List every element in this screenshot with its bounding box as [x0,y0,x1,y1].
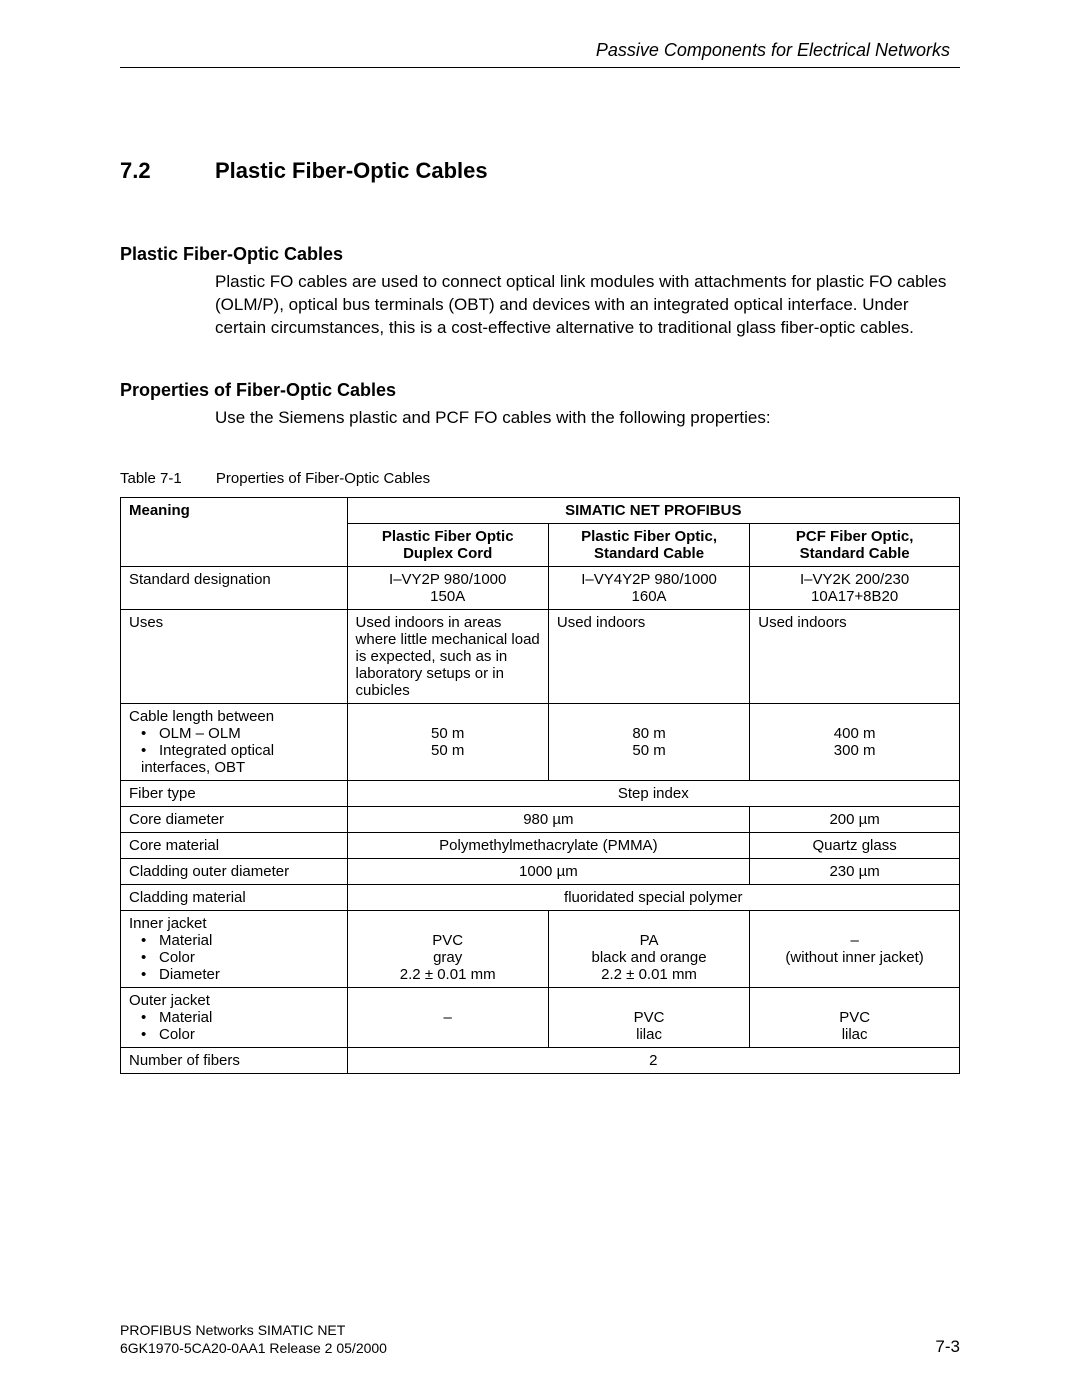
cell: 980 µm [347,806,750,832]
th-group: SIMATIC NET PROFIBUS [347,497,959,523]
cell: – [347,987,548,1047]
table-caption: Table 7-1 Properties of Fiber-Optic Cabl… [120,470,960,487]
table-row: Standard designation I–VY2P 980/1000150A… [121,566,960,609]
table-row: Inner jacket Material Color Diameter PVC… [121,910,960,987]
cell: Polymethylmethacrylate (PMMA) [347,832,750,858]
cell: 2 [347,1047,959,1073]
cell-label: Fiber type [121,780,348,806]
cell-label: Cable length between OLM – OLM Integrate… [121,703,348,780]
running-header: Passive Components for Electrical Networ… [120,40,960,61]
cell-label: Cladding material [121,884,348,910]
cell: 1000 µm [347,858,750,884]
section-number: 7.2 [120,158,215,184]
cell-label: Uses [121,609,348,703]
cell-label: Outer jacket Material Color [121,987,348,1047]
cell: 50 m50 m [347,703,548,780]
table-caption-label: Table 7-1 [120,470,182,487]
table-caption-title: Properties of Fiber-Optic Cables [216,470,430,487]
cell: Quartz glass [750,832,960,858]
list-item: Color [129,1026,339,1043]
cell: –(without inner jacket) [750,910,960,987]
list-item: Diameter [129,966,339,983]
table-row: Fiber type Step index [121,780,960,806]
table-row: Core material Polymethylmethacrylate (PM… [121,832,960,858]
table-row: Uses Used indoors in areas where little … [121,609,960,703]
paragraph-properties: Use the Siemens plastic and PCF FO cable… [215,407,960,430]
cell: 400 m300 m [750,703,960,780]
cell-label: Inner jacket Material Color Diameter [121,910,348,987]
cell-label: Core diameter [121,806,348,832]
th-col1: Plastic Fiber OpticDuplex Cord [347,523,548,566]
cell-label: Standard designation [121,566,348,609]
cell: Used indoors [750,609,960,703]
header-rule [120,67,960,68]
cell-label: Number of fibers [121,1047,348,1073]
paragraph-plastic: Plastic FO cables are used to connect op… [215,271,960,340]
subheading-plastic: Plastic Fiber-Optic Cables [120,244,960,265]
cell-label: Core material [121,832,348,858]
table-row: Cable length between OLM – OLM Integrate… [121,703,960,780]
th-meaning: Meaning [121,497,348,566]
section-title: Plastic Fiber-Optic Cables [215,158,488,184]
cell: PVClilac [548,987,749,1047]
table-row: Core diameter 980 µm 200 µm [121,806,960,832]
cell: I–VY2K 200/23010A17+8B20 [750,566,960,609]
list-item: OLM – OLM [129,725,339,742]
cell: Step index [347,780,959,806]
list-item: Integrated optical interfaces, OBT [129,742,339,776]
subheading-properties: Properties of Fiber-Optic Cables [120,380,960,401]
table-row: Number of fibers 2 [121,1047,960,1073]
cell: PAblack and orange2.2 ± 0.01 mm [548,910,749,987]
cell: PVClilac [750,987,960,1047]
table-row: Cladding outer diameter 1000 µm 230 µm [121,858,960,884]
table-row: Outer jacket Material Color – PVClilac P… [121,987,960,1047]
page-number: 7-3 [935,1337,960,1357]
list-item: Material [129,932,339,949]
th-col3: PCF Fiber Optic,Standard Cable [750,523,960,566]
cell: fluoridated special polymer [347,884,959,910]
th-col2: Plastic Fiber Optic,Standard Cable [548,523,749,566]
cell: 80 m50 m [548,703,749,780]
cell: 230 µm [750,858,960,884]
properties-table: Meaning SIMATIC NET PROFIBUS Plastic Fib… [120,497,960,1074]
cell: I–VY4Y2P 980/1000160A [548,566,749,609]
footer-left: PROFIBUS Networks SIMATIC NET 6GK1970-5C… [120,1322,387,1357]
cell: 200 µm [750,806,960,832]
cell: PVCgray2.2 ± 0.01 mm [347,910,548,987]
cell-label: Cladding outer diameter [121,858,348,884]
cell: I–VY2P 980/1000150A [347,566,548,609]
cell: Used indoors in areas where little mecha… [347,609,548,703]
cell: Used indoors [548,609,749,703]
table-row: Cladding material fluoridated special po… [121,884,960,910]
list-item: Color [129,949,339,966]
list-item: Material [129,1009,339,1026]
